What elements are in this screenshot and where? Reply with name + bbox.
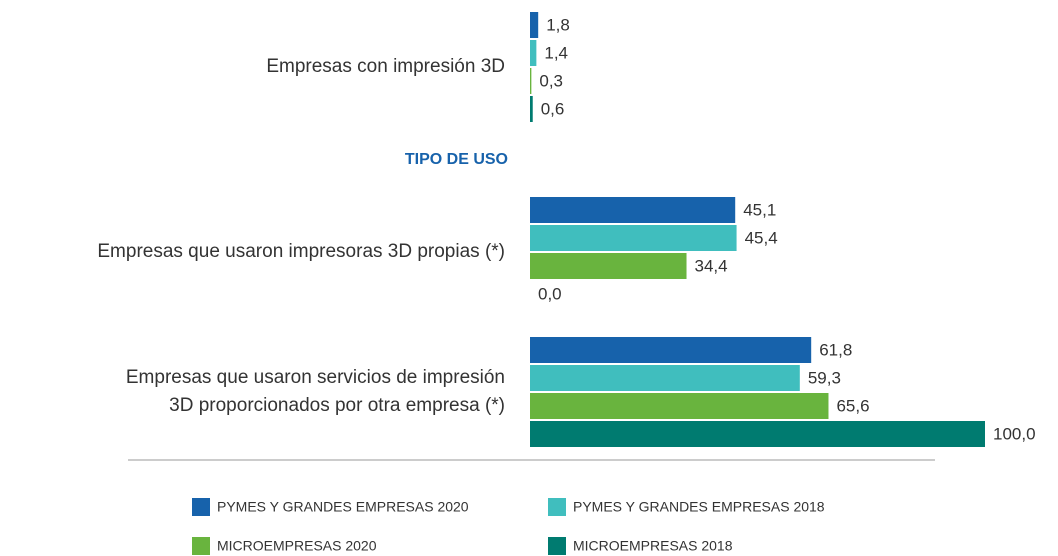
bar: [530, 253, 687, 279]
value-label: 100,0: [993, 424, 1036, 443]
legend-label: PYMES Y GRANDES EMPRESAS 2020: [217, 499, 469, 515]
legend-label: MICROEMPRESAS 2018: [573, 538, 733, 554]
legend-label: MICROEMPRESAS 2020: [217, 538, 377, 554]
category-label: Empresas con impresión 3D: [266, 56, 505, 77]
value-label: 45,1: [743, 200, 776, 219]
legend-swatch: [192, 537, 210, 555]
value-label: 0,0: [538, 284, 562, 303]
bar: [530, 68, 532, 94]
bar: [530, 393, 829, 419]
bar: [530, 421, 985, 447]
value-label: 65,6: [836, 396, 869, 415]
category-label: Empresas que usaron servicios de impresi…: [126, 367, 505, 416]
section-label: TIPO DE USO: [405, 151, 508, 168]
value-label: 34,4: [695, 256, 728, 275]
bar: [530, 225, 737, 251]
legend-swatch: [548, 498, 566, 516]
bar: [530, 337, 812, 363]
value-label: 0,3: [539, 71, 563, 90]
legend-swatch: [548, 537, 566, 555]
legend-swatch: [192, 498, 210, 516]
category-label: Empresas que usaron impresoras 3D propia…: [97, 241, 505, 262]
value-label: 59,3: [808, 368, 841, 387]
bar: [530, 12, 539, 38]
value-label: 45,4: [745, 228, 778, 247]
value-label: 1,4: [544, 43, 568, 62]
value-label: 61,8: [819, 340, 852, 359]
bar: [530, 365, 800, 391]
value-label: 0,6: [541, 99, 565, 118]
value-label: 1,8: [546, 15, 570, 34]
bar: [530, 40, 537, 66]
legend-label: PYMES Y GRANDES EMPRESAS 2018: [573, 499, 825, 515]
bar: [530, 96, 533, 122]
bar: [530, 197, 736, 223]
